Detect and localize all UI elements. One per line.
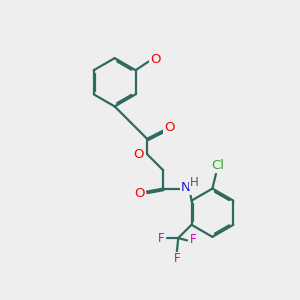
Text: N: N — [181, 181, 191, 194]
Text: O: O — [150, 52, 160, 65]
Text: O: O — [164, 121, 175, 134]
Text: Cl: Cl — [211, 159, 224, 172]
Text: H: H — [190, 176, 198, 189]
Text: O: O — [134, 188, 145, 200]
Text: F: F — [173, 252, 180, 265]
Text: F: F — [190, 233, 196, 246]
Text: O: O — [134, 148, 144, 160]
Text: F: F — [158, 232, 164, 244]
